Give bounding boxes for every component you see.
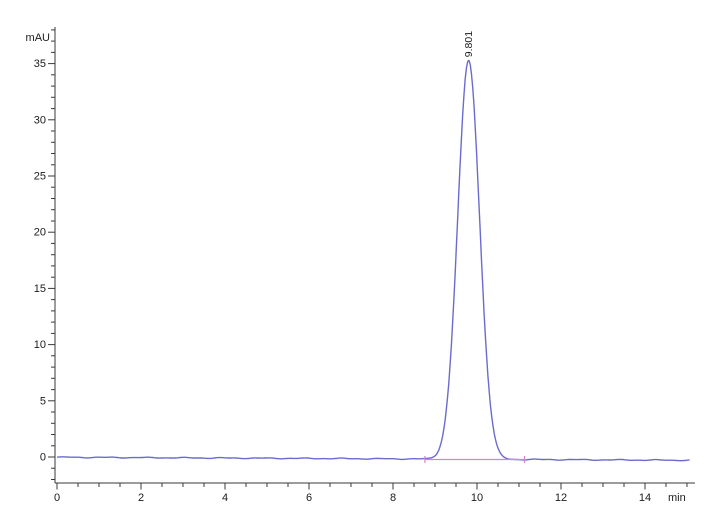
x-axis-tick-label: 12 [555, 492, 567, 504]
x-axis-tick-label: 10 [471, 492, 483, 504]
y-axis-tick-label: 10 [34, 339, 46, 351]
x-axis-unit-label: min [668, 492, 686, 504]
x-axis-tick-label: 6 [306, 492, 312, 504]
y-axis-tick-label: 0 [40, 452, 46, 464]
peak-retention-time-label: 9.801 [463, 31, 475, 57]
chromatogram-trace [56, 59, 690, 462]
y-axis-tick-label: 25 [34, 171, 46, 183]
y-axis-tick-label: 35 [34, 58, 46, 70]
y-axis-tick-label: 30 [34, 114, 46, 126]
x-axis-tick-label: 8 [390, 492, 396, 504]
x-axis-tick-label: 14 [639, 492, 651, 504]
x-axis-tick-label: 2 [138, 492, 144, 504]
x-axis-tick-label: 4 [222, 492, 228, 504]
y-axis-unit-label: mAU [26, 32, 51, 44]
y-axis-tick-label: 15 [34, 283, 46, 295]
y-axis-tick-label: 20 [34, 227, 46, 239]
y-axis-tick-label: 5 [40, 395, 46, 407]
x-axis-tick-label: 0 [54, 492, 60, 504]
